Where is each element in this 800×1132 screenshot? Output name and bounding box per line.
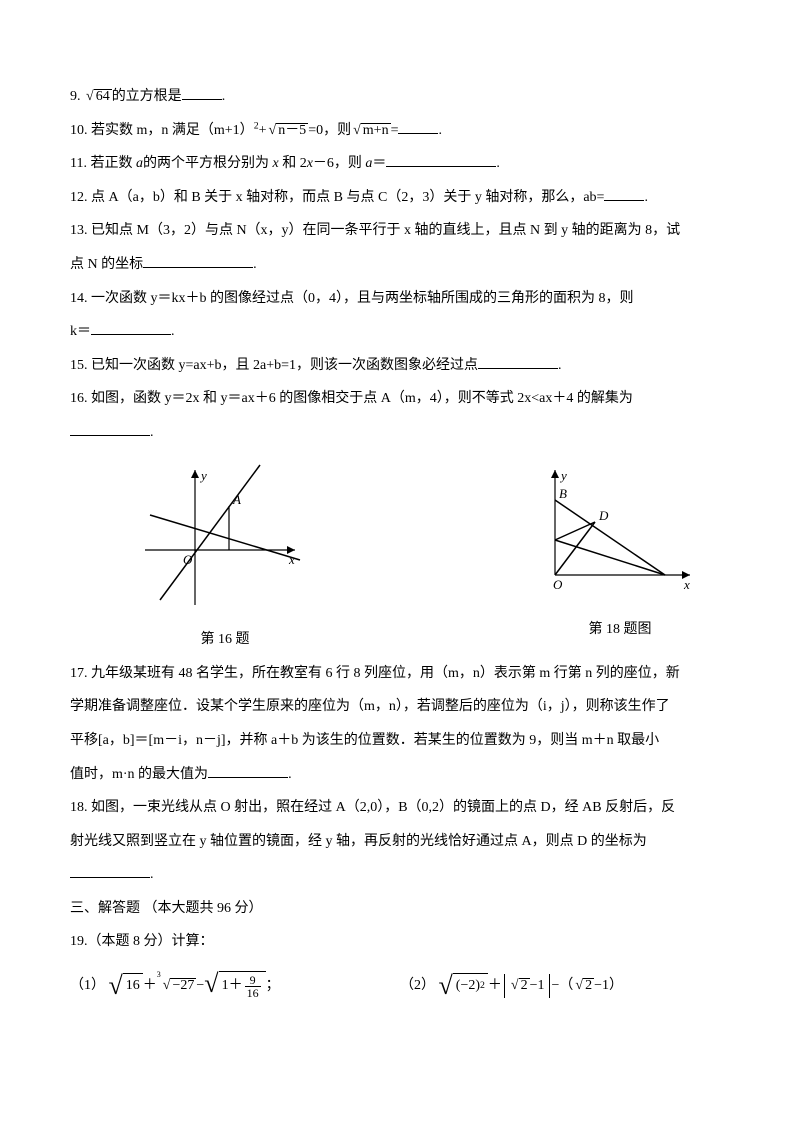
question-18-line1: 18. 如图，一束光线从点 O 射出，照在经过 A（2,0），B（0,2）的镜面… [70, 791, 730, 825]
plus: ＋ [143, 969, 157, 1003]
svg-text:y: y [199, 468, 207, 483]
figure-16-svg: y x O A [140, 460, 310, 610]
q9-text: 的立方根是 [112, 89, 182, 104]
q9-prefix: 9. [70, 89, 81, 104]
question-13-line2: 点 N 的坐标. [70, 248, 730, 282]
sqrt-mn-icon: m+n [351, 114, 390, 148]
sqrt-n5-icon: n－5 [267, 114, 309, 148]
blank [70, 863, 150, 878]
blank [208, 763, 288, 778]
question-16-line1: 16. 如图，函数 y＝2x 和 y＝ax＋6 的图像相交于点 A（m，4），则… [70, 382, 730, 416]
period: . [171, 324, 175, 339]
q9-suffix: . [222, 89, 226, 104]
sqrt-64-icon: 64 [84, 80, 112, 114]
var-a: a [136, 156, 143, 171]
sqrt-neg2sq-icon: √(−2)2 [439, 973, 488, 999]
svg-text:B: B [559, 486, 567, 501]
question-17-line2: 学期准备调整座位．设某个学生原来的座位为（m，n），若调整后的座位为（i，j），… [70, 690, 730, 724]
svg-text:O: O [553, 577, 563, 592]
period: . [253, 257, 257, 272]
sqrt-2-icon: 2 [573, 969, 594, 1003]
question-19: 19.（本题 8 分）计算： [70, 925, 730, 959]
plus: ＋ [488, 969, 502, 1003]
question-18-line3: . [70, 858, 730, 892]
equals: ＝ [372, 156, 386, 171]
exam-page: 9. 64的立方根是. 10. 若实数 m，n 满足（m+1） 2 +n－5=0，则… [0, 0, 800, 1063]
svg-text:x: x [683, 577, 690, 592]
t: 的两个平方根分别为 [143, 156, 273, 171]
q10-prefix: 10. 若实数 m，n 满足（m+1） [70, 123, 254, 138]
question-17-line3: 平移[a，b]＝[m－i，n－j]，并称 a＋b 为该生的位置数．若某生的位置数… [70, 724, 730, 758]
question-9: 9. 64的立方根是. [70, 80, 730, 114]
blank [143, 253, 253, 268]
question-16-line2: . [70, 416, 730, 450]
question-15: 15. 已知一次函数 y=ax+b，且 2a+b=1，则该一次函数图象必经过点. [70, 349, 730, 383]
t: 和 2 [279, 156, 307, 171]
period: . [496, 156, 500, 171]
period: . [558, 358, 562, 373]
sqrt-frac-icon: √1＋916 [204, 971, 265, 1001]
svg-text:D: D [598, 508, 609, 523]
figure-16-caption: 第 16 题 [100, 623, 350, 657]
eq1-label: （1） [70, 969, 105, 1003]
blank [91, 320, 171, 335]
svg-text:y: y [559, 468, 567, 483]
period: . [288, 767, 292, 782]
svg-text:x: x [288, 552, 295, 567]
period: . [438, 123, 442, 138]
figure-16: y x O A 第 16 题 [100, 460, 350, 657]
figure-18-caption: 第 18 题图 [510, 613, 730, 647]
question-12: 12. 点 A（a，b）和 B 关于 x 轴对称，而点 B 与点 C（2，3）关… [70, 181, 730, 215]
abs-icon: 2−1 [504, 974, 550, 998]
blank [604, 186, 644, 201]
t: 点 N 的坐标 [70, 257, 143, 272]
figures-row: y x O A 第 16 题 y x O B [100, 460, 730, 657]
figure-18: y x O B D 第 18 题图 [510, 460, 730, 647]
blank [478, 354, 558, 369]
blank [182, 85, 222, 100]
section-3-heading: 三、解答题 （本大题共 96 分） [70, 892, 730, 926]
t: 值时，m·n 的最大值为 [70, 767, 208, 782]
minus: − [196, 969, 204, 1003]
question-11: 11. 若正数 a的两个平方根分别为 x 和 2x－6，则 a＝. [70, 147, 730, 181]
question-17-line1: 17. 九年级某班有 48 名学生，所在教室有 6 行 8 列座位，用（m，n）… [70, 657, 730, 691]
question-14-line2: k＝. [70, 315, 730, 349]
question-18-line2: 射光线又照到竖立在 y 轴位置的镜面，经 y 轴，再反射的光线恰好通过点 A，则… [70, 825, 730, 859]
blank [386, 152, 496, 167]
svg-text:A: A [232, 492, 241, 507]
eq0: =0，则 [308, 123, 351, 138]
eq2-label: （2） [400, 969, 435, 1003]
question-17-line4: 值时，m·n 的最大值为. [70, 758, 730, 792]
svg-text:O: O [183, 552, 193, 567]
t: 15. 已知一次函数 y=ax+b，且 2a+b=1，则该一次函数图象必经过点 [70, 358, 478, 373]
blank [70, 421, 150, 436]
period: . [150, 867, 154, 882]
cuberoot-icon: 3−27 [157, 969, 197, 1003]
close: −1） [594, 969, 623, 1003]
question-10: 10. 若实数 m，n 满足（m+1）2+n－5=0，则m+n=. [70, 114, 730, 148]
t: 11. 若正数 [70, 156, 136, 171]
semicolon: ； [266, 969, 280, 1003]
t: －6，则 [313, 156, 366, 171]
equation-2: （2） √(−2)2 ＋ 2−1 −（2−1） [400, 969, 623, 1003]
period: . [150, 425, 154, 440]
t: k＝ [70, 324, 91, 339]
equation-1: （1） √16 ＋ 3−27 − √1＋916 ； [70, 969, 400, 1003]
period: . [644, 190, 648, 205]
plus: + [259, 123, 267, 138]
minus-paren: −（ [552, 969, 574, 1003]
sqrt-16-icon: √16 [109, 973, 143, 999]
blank [398, 119, 438, 134]
question-13-line1: 13. 已知点 M（3，2）与点 N（x，y）在同一条平行于 x 轴的直线上，且… [70, 214, 730, 248]
q12-text: 12. 点 A（a，b）和 B 关于 x 轴对称，而点 B 与点 C（2，3）关… [70, 190, 604, 205]
equation-row: （1） √16 ＋ 3−27 − √1＋916 ； （2） √(−2)2 ＋ 2… [70, 969, 730, 1003]
question-14-line1: 14. 一次函数 y＝kx＋b 的图像经过点（0，4），且与两坐标轴所围成的三角… [70, 282, 730, 316]
figure-18-svg: y x O B D [535, 460, 705, 600]
equals: = [391, 123, 399, 138]
